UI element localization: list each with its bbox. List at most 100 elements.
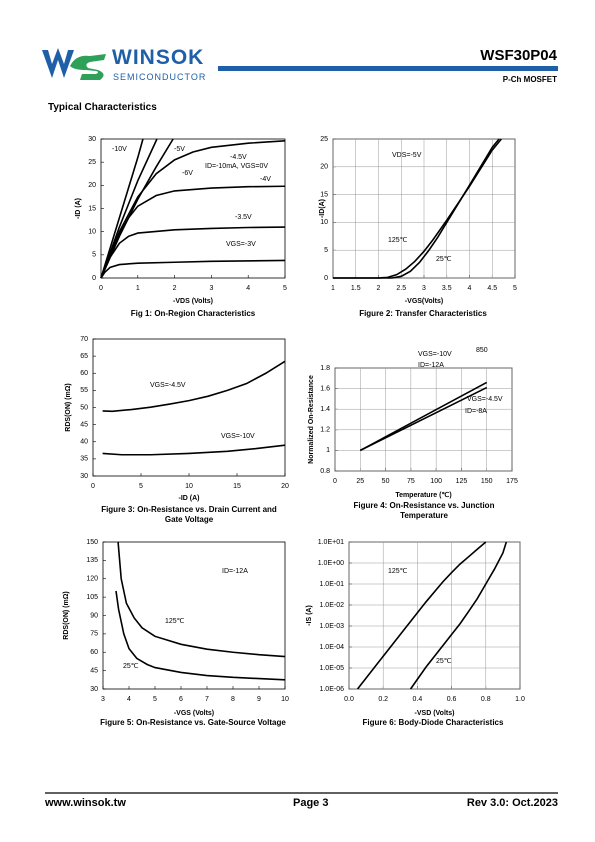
header-bar	[218, 66, 558, 71]
y-tick-label: 1.4	[320, 406, 330, 413]
y-tick-label: 15	[320, 191, 328, 198]
figure-caption: Figure 5: On-Resistance vs. Gate-Source …	[100, 718, 286, 727]
x-tick-label: 2.5	[396, 285, 406, 292]
series-label: -5V	[174, 146, 185, 153]
y-tick-label: 120	[86, 576, 98, 583]
y-tick-label: 105	[86, 594, 98, 601]
x-axis-label: -ID (A)	[179, 495, 200, 502]
series-label: 25℃	[436, 658, 452, 665]
series-label: VGS=-4.5V	[150, 382, 186, 389]
y-tick-label: 30	[90, 686, 98, 693]
y-tick-label: 5	[324, 247, 328, 254]
x-tick-label: 0	[99, 285, 103, 292]
x-axis-label: -VSD (Volts)	[415, 710, 455, 717]
x-tick-label: 50	[382, 478, 390, 485]
x-axis-label: -VGS (Volts)	[174, 710, 214, 717]
y-tick-label: 10	[320, 219, 328, 226]
x-tick-label: 1	[136, 285, 140, 292]
y-tick-label: 1.8	[320, 365, 330, 372]
part-number: WSF30P04	[480, 47, 557, 64]
series-label: -6V	[182, 170, 193, 177]
y-tick-label: 1.0E-04	[319, 644, 344, 651]
y-tick-label: 1.0E-01	[319, 581, 344, 588]
x-tick-label: 0.0	[344, 696, 354, 703]
series-label: -4.5V	[230, 154, 247, 161]
y-tick-label: 1.0E-02	[319, 602, 344, 609]
y-tick-label: 45	[90, 667, 98, 674]
series-line	[100, 138, 144, 279]
y-tick-label: 5	[92, 252, 96, 259]
annotation: ID=-12A	[418, 362, 444, 369]
series-line	[102, 360, 286, 413]
x-tick-label: 2	[173, 285, 177, 292]
series-line	[356, 541, 487, 690]
series-label: VGS=-3V	[226, 241, 256, 248]
x-tick-label: 20	[281, 483, 289, 490]
x-tick-label: 0	[91, 483, 95, 490]
y-tick-label: 60	[90, 649, 98, 656]
x-tick-label: 5	[139, 483, 143, 490]
figure-caption: Figure 4: On-Resistance vs. Junction Tem…	[353, 501, 495, 520]
series-label: -10V	[112, 146, 127, 153]
x-tick-label: 150	[481, 478, 493, 485]
series-line	[359, 386, 488, 452]
y-tick-label: 1	[326, 447, 330, 454]
y-tick-label: 25	[320, 136, 328, 143]
logo-mark	[70, 54, 106, 80]
annotation: 850	[476, 347, 488, 354]
series-label: -4V	[260, 176, 271, 183]
y-tick-label: 1.0E-03	[319, 623, 344, 630]
series-line	[409, 541, 508, 690]
x-tick-label: 125	[456, 478, 468, 485]
y-tick-label: 1.0E-05	[319, 665, 344, 672]
x-tick-label: 2	[377, 285, 381, 292]
y-axis-label: Normalized On-Resistance	[308, 375, 315, 464]
x-tick-label: 1.5	[351, 285, 361, 292]
y-axis-label: -ID (A)	[75, 198, 82, 219]
logo-sub: SEMICONDUCTOR	[113, 72, 207, 82]
x-tick-label: 6	[179, 696, 183, 703]
series-line	[333, 138, 500, 279]
series-label: 125℃	[388, 237, 408, 244]
y-tick-label: 1.6	[320, 385, 330, 392]
y-tick-label: 60	[80, 370, 88, 377]
x-tick-label: 3	[422, 285, 426, 292]
plot-frame	[100, 138, 286, 279]
x-tick-label: 10	[281, 696, 289, 703]
figure-caption: Figure 6: Body-Diode Characteristics	[362, 718, 504, 727]
series-label: VGS=-10V	[221, 433, 255, 440]
x-tick-label: 175	[506, 478, 518, 485]
x-tick-label: 1.0	[515, 696, 525, 703]
x-tick-label: 0.6	[447, 696, 457, 703]
x-axis-label: Temperature (℃)	[395, 491, 451, 499]
series-line	[100, 259, 286, 279]
x-tick-label: 1	[331, 285, 335, 292]
y-tick-label: 55	[80, 387, 88, 394]
revision: Rev 3.0: Oct.2023	[466, 797, 558, 809]
x-tick-label: 4	[246, 285, 250, 292]
x-tick-label: 3	[101, 696, 105, 703]
x-tick-label: 0.2	[378, 696, 388, 703]
y-tick-label: 90	[90, 612, 98, 619]
y-tick-label: 10	[88, 229, 96, 236]
x-tick-label: 5	[513, 285, 517, 292]
y-axis-label: -ID(A)	[319, 199, 326, 218]
annotation: ID=-10mA, VGS=0V	[205, 163, 268, 170]
y-tick-label: 0	[324, 275, 328, 282]
x-tick-label: 100	[430, 478, 442, 485]
y-axis-label: RDS(ON) (mΩ)	[63, 591, 70, 639]
series-line	[115, 590, 286, 681]
y-tick-label: 30	[80, 473, 88, 480]
series-label: 125℃	[165, 618, 185, 625]
x-tick-label: 5	[283, 285, 287, 292]
x-tick-label: 15	[233, 483, 241, 490]
y-axis-label: -IS (A)	[306, 605, 313, 626]
annotation: VDS=-5V	[392, 152, 422, 159]
footer-url: www.winsok.tw	[45, 797, 126, 809]
series-label: VGS=-4.5V	[467, 396, 503, 403]
y-tick-label: 15	[88, 205, 96, 212]
figure-caption: Fig 1: On-Region Characteristics	[130, 309, 256, 318]
section-title: Typical Characteristics	[48, 102, 157, 113]
part-type: P-Ch MOSFET	[502, 75, 557, 84]
